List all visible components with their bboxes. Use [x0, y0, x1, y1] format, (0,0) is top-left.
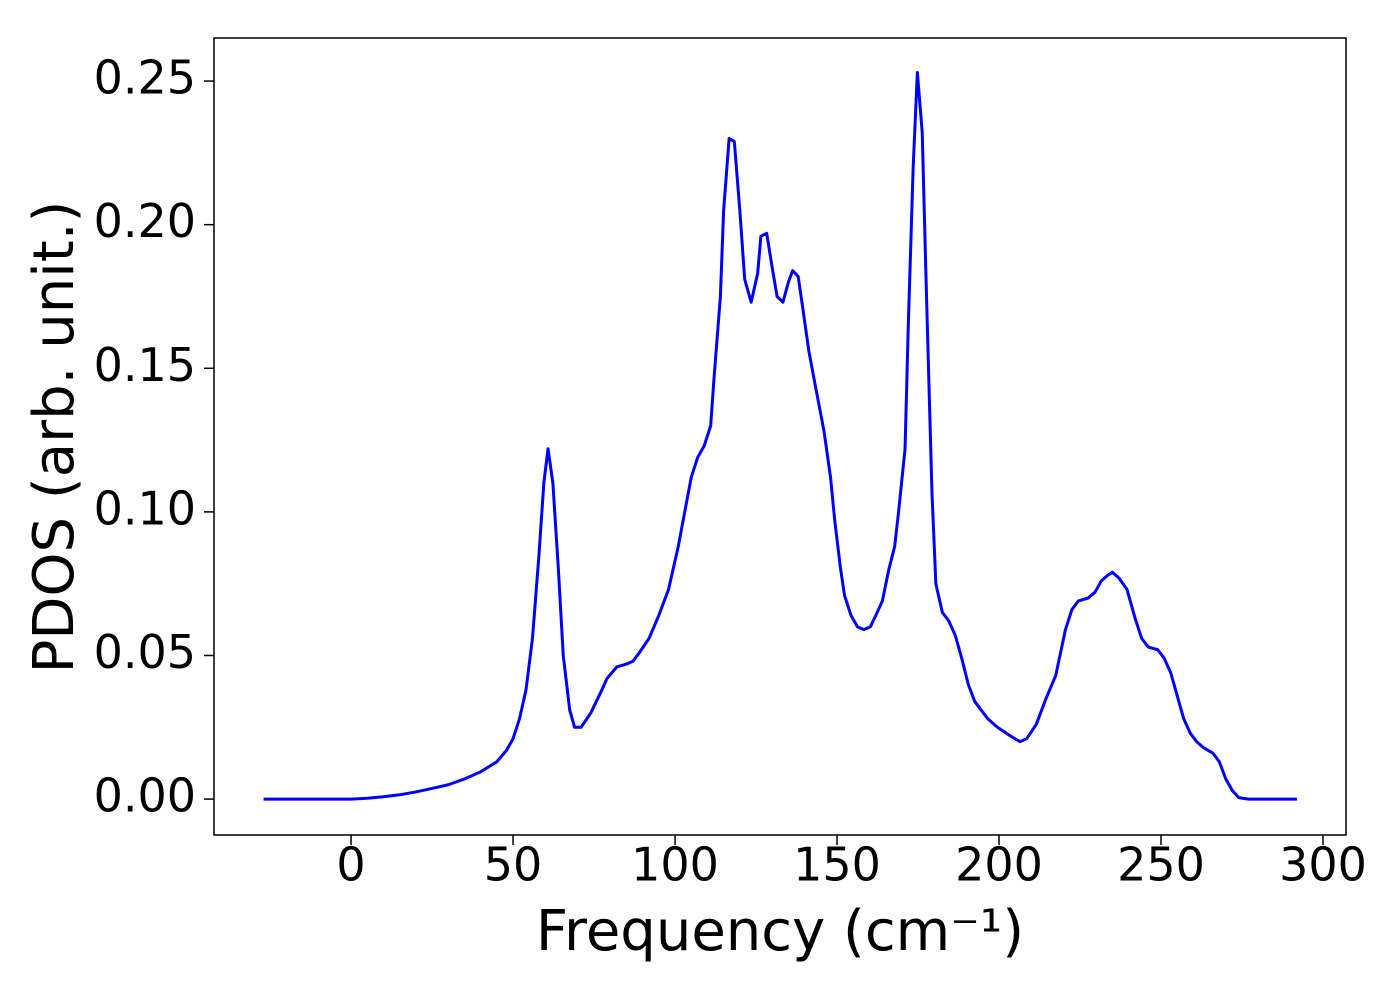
- y-tick-label: 0.25: [94, 51, 196, 105]
- y-tick-label: 0.00: [94, 769, 196, 823]
- x-tick-label: 150: [793, 838, 881, 892]
- y-tick-label: 0.05: [94, 625, 196, 679]
- y-axis-label: PDOS (arb. unit.): [22, 201, 87, 674]
- x-tick-label: 0: [336, 838, 365, 892]
- plot-frame: [213, 37, 1347, 836]
- x-tick-label: 300: [1279, 838, 1367, 892]
- x-axis-label: Frequency (cm⁻¹): [536, 899, 1024, 964]
- x-tick-label: 250: [1117, 838, 1205, 892]
- y-tick-label: 0.10: [94, 481, 196, 535]
- line: [263, 70, 1298, 801]
- x-tick-label: 200: [955, 838, 1043, 892]
- x-tick-label: 100: [631, 838, 719, 892]
- y-tick-label: 0.20: [94, 194, 196, 248]
- y-tick-label: 0.15: [94, 338, 196, 392]
- x-tick-label: 50: [484, 838, 543, 892]
